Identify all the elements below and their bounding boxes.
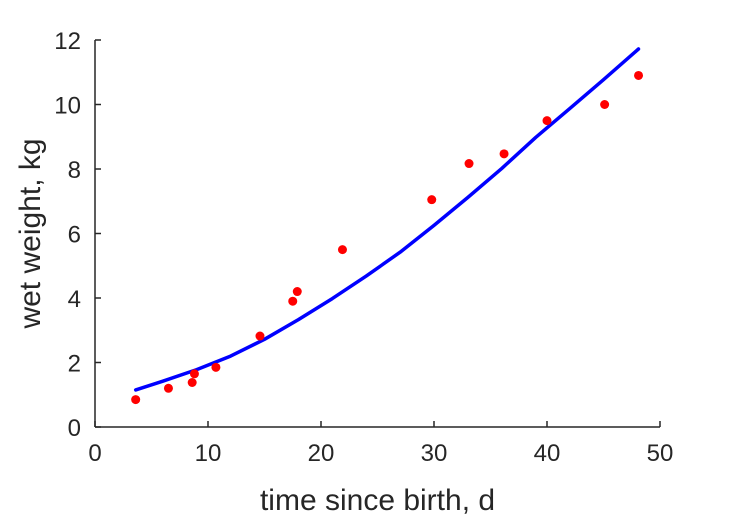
y-axis-label: wet weight, kg [14,138,47,329]
data-point [634,70,644,80]
x-tick-label: 50 [647,440,674,467]
fit-curve-layer [133,47,641,392]
y-tick-label: 0 [68,415,81,442]
data-point [292,287,302,297]
data-point [499,149,509,159]
data-point [187,377,197,387]
x-tick-label: 0 [88,440,101,467]
data-point [542,116,552,126]
axes: 0 10 20 30 40 50 0 2 4 6 8 10 12 [54,28,673,467]
data-point [163,383,173,393]
y-tick-label: 2 [68,351,81,378]
y-tick-label: 12 [54,28,81,55]
data-point [464,159,474,169]
x-tick-label: 20 [308,440,335,467]
x-tick-label: 10 [195,440,222,467]
data-point [131,395,141,405]
data-point [600,100,610,109]
data-points-layer [131,70,644,405]
x-tick-label: 30 [421,440,448,467]
y-tick-label: 10 [54,93,81,120]
x-axis-label: time since birth, d [260,484,495,517]
data-point [255,331,265,341]
x-tick-label: 40 [534,440,561,467]
fit-curve-line [133,47,641,392]
data-point [189,369,199,379]
data-point [427,195,437,205]
y-tick-label: 8 [68,157,81,184]
data-point [337,245,347,255]
y-tick-label: 4 [68,286,81,313]
data-point [211,362,221,372]
y-tick-label: 6 [68,222,81,249]
data-point [288,296,298,306]
